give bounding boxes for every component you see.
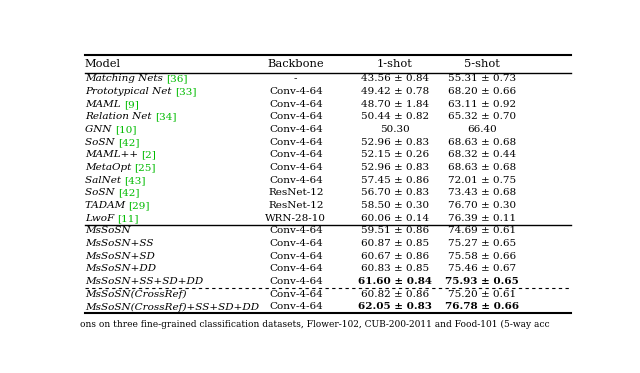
- Text: 75.58 ± 0.66: 75.58 ± 0.66: [448, 252, 516, 261]
- Text: Prototypical Net: Prototypical Net: [85, 87, 175, 96]
- Text: [43]: [43]: [124, 176, 146, 185]
- Text: ons on three fine-grained classification datasets, Flower-102, CUB-200-2011 and : ons on three fine-grained classification…: [80, 320, 550, 329]
- Text: MsSoSN+SD: MsSoSN+SD: [85, 252, 155, 261]
- Text: 63.11 ± 0.92: 63.11 ± 0.92: [448, 100, 516, 109]
- Text: [29]: [29]: [129, 201, 150, 210]
- Text: Conv-4-64: Conv-4-64: [269, 100, 323, 109]
- Text: 60.83 ± 0.85: 60.83 ± 0.85: [361, 264, 429, 273]
- Text: 50.44 ± 0.82: 50.44 ± 0.82: [361, 112, 429, 122]
- Text: 75.20 ± 0.61: 75.20 ± 0.61: [448, 290, 516, 299]
- Text: MetaOpt: MetaOpt: [85, 163, 134, 172]
- Text: Backbone: Backbone: [268, 59, 324, 69]
- Text: 65.32 ± 0.70: 65.32 ± 0.70: [448, 112, 516, 122]
- Text: [11]: [11]: [118, 214, 139, 223]
- Text: Conv-4-64: Conv-4-64: [269, 290, 323, 299]
- Text: MsSoSN(CrossRef)+SS+SD+DD: MsSoSN(CrossRef)+SS+SD+DD: [85, 303, 259, 311]
- Text: SoSN: SoSN: [85, 138, 118, 147]
- Text: 60.82 ± 0.86: 60.82 ± 0.86: [361, 290, 429, 299]
- Text: 43.56 ± 0.84: 43.56 ± 0.84: [361, 75, 429, 84]
- Text: 76.70 ± 0.30: 76.70 ± 0.30: [448, 201, 516, 210]
- Text: 75.27 ± 0.65: 75.27 ± 0.65: [448, 239, 516, 248]
- Text: 5-shot: 5-shot: [464, 59, 500, 69]
- Text: 52.96 ± 0.83: 52.96 ± 0.83: [361, 138, 429, 147]
- Text: 72.01 ± 0.75: 72.01 ± 0.75: [448, 176, 516, 185]
- Text: MsSoSN(CrossRef): MsSoSN(CrossRef): [85, 290, 186, 299]
- Text: MAML++: MAML++: [85, 150, 141, 160]
- Text: Conv-4-64: Conv-4-64: [269, 226, 323, 235]
- Text: 60.87 ± 0.85: 60.87 ± 0.85: [361, 239, 429, 248]
- Text: 73.43 ± 0.68: 73.43 ± 0.68: [448, 188, 516, 197]
- Text: [42]: [42]: [118, 188, 140, 197]
- Text: 60.06 ± 0.14: 60.06 ± 0.14: [361, 214, 429, 223]
- Text: 75.93 ± 0.65: 75.93 ± 0.65: [445, 277, 518, 286]
- Text: WRN-28-10: WRN-28-10: [265, 214, 326, 223]
- Text: Conv-4-64: Conv-4-64: [269, 277, 323, 286]
- Text: 68.63 ± 0.68: 68.63 ± 0.68: [448, 138, 516, 147]
- Text: [2]: [2]: [141, 150, 156, 160]
- Text: 75.46 ± 0.67: 75.46 ± 0.67: [448, 264, 516, 273]
- Text: Conv-4-64: Conv-4-64: [269, 239, 323, 248]
- Text: 52.15 ± 0.26: 52.15 ± 0.26: [361, 150, 429, 160]
- Text: Conv-4-64: Conv-4-64: [269, 150, 323, 160]
- Text: TADAM: TADAM: [85, 201, 129, 210]
- Text: 49.42 ± 0.78: 49.42 ± 0.78: [361, 87, 429, 96]
- Text: Conv-4-64: Conv-4-64: [269, 176, 323, 185]
- Text: Conv-4-64: Conv-4-64: [269, 303, 323, 311]
- Text: 74.69 ± 0.61: 74.69 ± 0.61: [448, 226, 516, 235]
- Text: MsSoSN+DD: MsSoSN+DD: [85, 264, 156, 273]
- Text: [36]: [36]: [166, 75, 188, 84]
- Text: 55.31 ± 0.73: 55.31 ± 0.73: [448, 75, 516, 84]
- Text: 62.05 ± 0.83: 62.05 ± 0.83: [358, 303, 432, 311]
- Text: [25]: [25]: [134, 163, 156, 172]
- Text: 52.96 ± 0.83: 52.96 ± 0.83: [361, 163, 429, 172]
- Text: Conv-4-64: Conv-4-64: [269, 163, 323, 172]
- Text: [34]: [34]: [155, 112, 176, 122]
- Text: Conv-4-64: Conv-4-64: [269, 252, 323, 261]
- Text: [10]: [10]: [115, 125, 136, 134]
- Text: 68.32 ± 0.44: 68.32 ± 0.44: [448, 150, 516, 160]
- Text: 59.51 ± 0.86: 59.51 ± 0.86: [361, 226, 429, 235]
- Text: GNN: GNN: [85, 125, 115, 134]
- Text: Model: Model: [85, 59, 121, 69]
- Text: 48.70 ± 1.84: 48.70 ± 1.84: [361, 100, 429, 109]
- Text: 1-shot: 1-shot: [377, 59, 413, 69]
- Text: ResNet-12: ResNet-12: [268, 188, 323, 197]
- Text: Conv-4-64: Conv-4-64: [269, 264, 323, 273]
- Text: 57.45 ± 0.86: 57.45 ± 0.86: [361, 176, 429, 185]
- Text: SalNet: SalNet: [85, 176, 124, 185]
- Text: 61.60 ± 0.84: 61.60 ± 0.84: [358, 277, 432, 286]
- Text: 50.30: 50.30: [380, 125, 410, 134]
- Text: Relation Net: Relation Net: [85, 112, 155, 122]
- Text: Conv-4-64: Conv-4-64: [269, 87, 323, 96]
- Text: 56.70 ± 0.83: 56.70 ± 0.83: [361, 188, 429, 197]
- Text: ResNet-12: ResNet-12: [268, 201, 323, 210]
- Text: SoSN: SoSN: [85, 188, 118, 197]
- Text: Matching Nets: Matching Nets: [85, 75, 166, 84]
- Text: Conv-4-64: Conv-4-64: [269, 125, 323, 134]
- Text: 76.78 ± 0.66: 76.78 ± 0.66: [445, 303, 519, 311]
- Text: LwoF: LwoF: [85, 214, 118, 223]
- Text: 68.20 ± 0.66: 68.20 ± 0.66: [448, 87, 516, 96]
- Text: MsSoSN: MsSoSN: [85, 226, 131, 235]
- Text: MsSoSN+SS: MsSoSN+SS: [85, 239, 154, 248]
- Text: MsSoSN+SS+SD+DD: MsSoSN+SS+SD+DD: [85, 277, 204, 286]
- Text: 60.67 ± 0.86: 60.67 ± 0.86: [361, 252, 429, 261]
- Text: 68.63 ± 0.68: 68.63 ± 0.68: [448, 163, 516, 172]
- Text: 58.50 ± 0.30: 58.50 ± 0.30: [361, 201, 429, 210]
- Text: Conv-4-64: Conv-4-64: [269, 112, 323, 122]
- Text: 66.40: 66.40: [467, 125, 497, 134]
- Text: MAML: MAML: [85, 100, 124, 109]
- Text: -: -: [294, 75, 298, 84]
- Text: [33]: [33]: [175, 87, 196, 96]
- Text: Conv-4-64: Conv-4-64: [269, 138, 323, 147]
- Text: [42]: [42]: [118, 138, 140, 147]
- Text: [9]: [9]: [124, 100, 139, 109]
- Text: 76.39 ± 0.11: 76.39 ± 0.11: [448, 214, 516, 223]
